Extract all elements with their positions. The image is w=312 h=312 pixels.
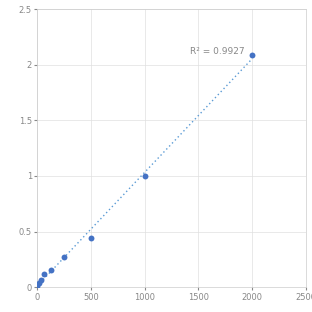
Point	[62, 255, 67, 260]
Point	[35, 283, 40, 288]
Point	[89, 236, 94, 241]
Point	[250, 52, 255, 57]
Text: R² = 0.9927: R² = 0.9927	[190, 47, 245, 56]
Point	[48, 268, 53, 273]
Point	[37, 280, 41, 285]
Point	[41, 271, 47, 276]
Point	[38, 278, 43, 283]
Point	[142, 173, 147, 178]
